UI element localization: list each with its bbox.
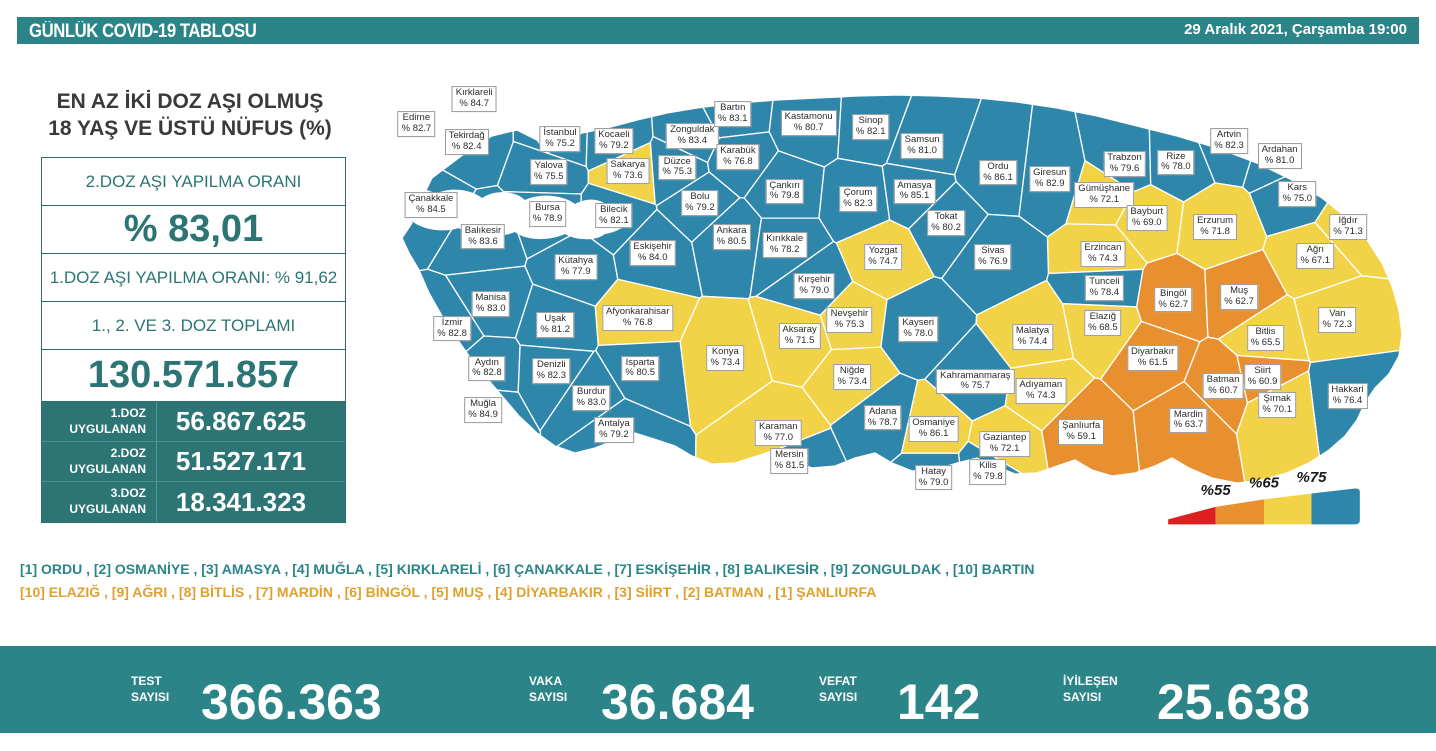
svg-text:%75: %75 [1296,469,1327,486]
svg-text:%65: %65 [1249,475,1280,492]
svg-text:%55: %55 [1201,482,1232,499]
